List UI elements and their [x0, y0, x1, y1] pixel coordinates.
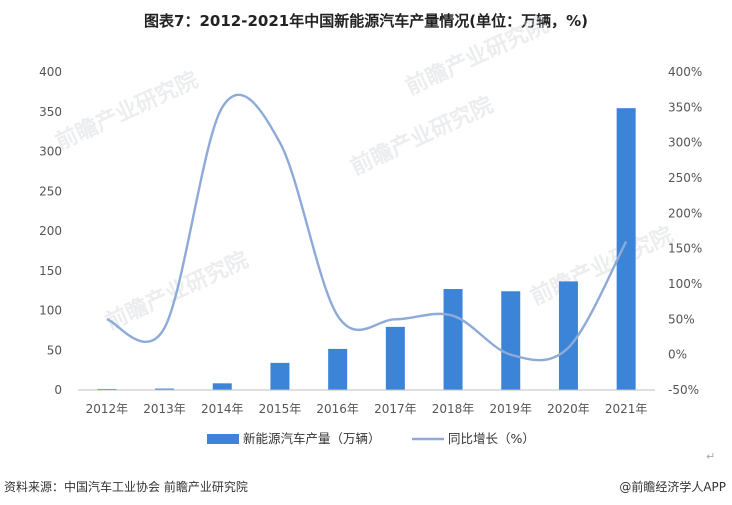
bar [558, 281, 578, 390]
watermark-text: 前瞻产业研究院 [527, 222, 678, 311]
bar [616, 108, 636, 391]
left-tick-label: 400 [39, 65, 62, 79]
return-mark: ↵ [706, 450, 716, 463]
brand-note: @前瞻经济学人APP [619, 480, 726, 494]
line-series [106, 93, 628, 362]
right-tick-label: 200% [668, 206, 702, 220]
right-tick-label: 400% [668, 65, 702, 79]
right-tick-label: 350% [668, 100, 702, 114]
left-tick-label: 50 [47, 343, 62, 357]
bar [501, 291, 521, 390]
legend-bar-label: 新能源汽车产量（万辆） [243, 431, 381, 446]
bar [443, 289, 463, 390]
left-tick-label: 250 [39, 184, 62, 198]
bar [212, 383, 232, 390]
x-tick-label: 2012年 [86, 402, 129, 416]
left-axis: 0 50 100 150 200 250 300 350 400 [39, 65, 62, 397]
legend: 新能源汽车产量（万辆） 同比增长（%） [207, 431, 535, 446]
legend-bar-swatch [207, 434, 239, 444]
bar [97, 388, 117, 390]
left-tick-label: 100 [39, 304, 62, 318]
x-axis: 2012年 2013年 2014年 2015年 2016年 2017年 2018年 2019年… [78, 389, 655, 416]
x-tick-label: 2014年 [201, 402, 244, 416]
watermark-text: 前瞻产业研究院 [347, 92, 498, 181]
bar [155, 388, 175, 390]
right-tick-label: 0% [668, 348, 687, 362]
left-tick-label: 200 [39, 224, 62, 238]
right-tick-label: -50% [668, 383, 699, 397]
watermark-text: 前瞻产业研究院 [402, 12, 553, 101]
right-tick-label: 250% [668, 171, 702, 185]
x-tick-label: 2020年 [547, 402, 590, 416]
bar [270, 362, 290, 390]
left-tick-label: 0 [54, 383, 62, 397]
right-axis: -50% 0% 50% 100% 150% 200% 250% 300% 350% 400% [668, 65, 702, 397]
left-tick-label: 150 [39, 264, 62, 278]
growth-line [106, 93, 628, 362]
right-tick-label: 150% [668, 242, 702, 256]
x-tick-label: 2013年 [143, 402, 186, 416]
watermark-text: 前瞻产业研究院 [52, 67, 203, 156]
x-tick-label: 2019年 [489, 402, 532, 416]
left-tick-label: 350 [39, 105, 62, 119]
x-tick-label: 2017年 [374, 402, 417, 416]
bar [385, 326, 405, 390]
x-tick-label: 2018年 [432, 402, 475, 416]
x-tick-label: 2016年 [316, 402, 359, 416]
legend-line-label: 同比增长（%） [448, 431, 535, 446]
source-note: 资料来源：中国汽车工业协会 前瞻产业研究院 [4, 480, 248, 494]
right-tick-label: 50% [668, 312, 695, 326]
chart-title: 图表7：2012-2021年中国新能源汽车产量情况(单位：万辆，%) [144, 12, 588, 30]
right-tick-label: 100% [668, 277, 702, 291]
right-tick-label: 300% [668, 136, 702, 150]
left-tick-label: 300 [39, 145, 62, 159]
x-tick-label: 2021年 [605, 402, 648, 416]
bar [328, 348, 348, 390]
x-tick-label: 2015年 [259, 402, 302, 416]
